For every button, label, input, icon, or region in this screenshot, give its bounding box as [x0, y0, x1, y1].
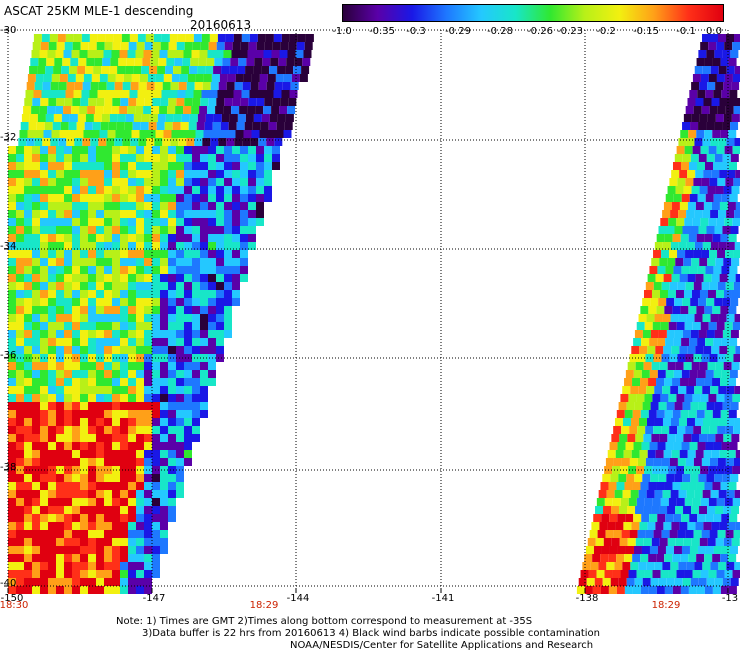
lon-label: -147	[142, 593, 166, 604]
color-scale-label: -0.35	[369, 26, 395, 37]
color-scale-labels: -1.0 -0.35 -0.3 -0.29 -0.28 -0.26 -0.23 …	[0, 26, 740, 40]
lat-label: -32	[0, 132, 17, 143]
color-scale-label: -0.2	[596, 26, 616, 37]
color-scale-label: -1.0	[332, 26, 352, 37]
color-scale-bar	[342, 4, 724, 22]
color-scale-label: -0.28	[487, 26, 513, 37]
lat-label: -38	[0, 462, 17, 473]
lon-label: -144	[286, 593, 310, 604]
lat-label: -36	[0, 350, 17, 361]
time-label: 18:29	[249, 600, 279, 611]
note-line-1: Note: 1) Times are GMT 2)Times along bot…	[116, 616, 533, 627]
note-line-2: 3)Data buffer is 22 hrs from 20160613 4)…	[142, 628, 600, 639]
lon-label: -13	[721, 593, 739, 604]
time-label: 18:30	[0, 600, 29, 611]
lat-label: -34	[0, 241, 17, 252]
lon-label: -141	[431, 593, 455, 604]
map-date: 20160613	[190, 18, 252, 32]
color-scale-label: -0.15	[633, 26, 659, 37]
color-scale-label: 0.0	[706, 26, 722, 37]
lon-label: -150	[0, 593, 24, 604]
lon-label: -138	[575, 593, 599, 604]
note-line-3: NOAA/NESDIS/Center for Satellite Applica…	[290, 640, 594, 651]
lat-label: -30	[0, 25, 17, 36]
color-scale-label: -0.3	[406, 26, 426, 37]
color-scale-label: -0.29	[445, 26, 471, 37]
data-swaths	[8, 34, 740, 594]
map-title: ASCAT 25KM MLE-1 descending	[4, 4, 194, 18]
time-label: 18:29	[651, 600, 681, 611]
color-scale-label: -0.26	[527, 26, 553, 37]
color-scale-label: -0.1	[676, 26, 696, 37]
lat-lon-grid	[4, 29, 729, 593]
color-scale-label: -0.23	[557, 26, 583, 37]
lat-label: -40	[0, 578, 17, 589]
